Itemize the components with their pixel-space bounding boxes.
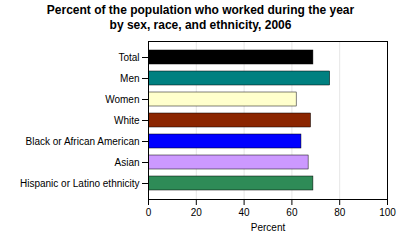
svg-text:Women: Women bbox=[105, 94, 139, 105]
svg-text:Men: Men bbox=[120, 73, 139, 84]
html-text:by sex, race, and ethnicity, 2: by sex, race, and ethnicity, 2006 bbox=[109, 18, 292, 32]
svg-text:Percent: Percent bbox=[251, 222, 286, 233]
html-text:Percent of the population who: Percent of the population who worked dur… bbox=[46, 3, 355, 17]
svg-text:100: 100 bbox=[379, 207, 396, 218]
svg-text:20: 20 bbox=[191, 207, 203, 218]
svg-text:Total: Total bbox=[118, 52, 139, 63]
svg-text:0: 0 bbox=[146, 207, 152, 218]
svg-text:60: 60 bbox=[286, 207, 298, 218]
svg-text:Asian: Asian bbox=[114, 157, 139, 168]
svg-text:White: White bbox=[114, 115, 140, 126]
svg-text:40: 40 bbox=[239, 207, 251, 218]
svg-text:80: 80 bbox=[334, 207, 346, 218]
svg-text:Hispanic or Latino ethnicity: Hispanic or Latino ethnicity bbox=[20, 178, 140, 189]
svg-text:Black or African American: Black or African American bbox=[26, 136, 140, 147]
